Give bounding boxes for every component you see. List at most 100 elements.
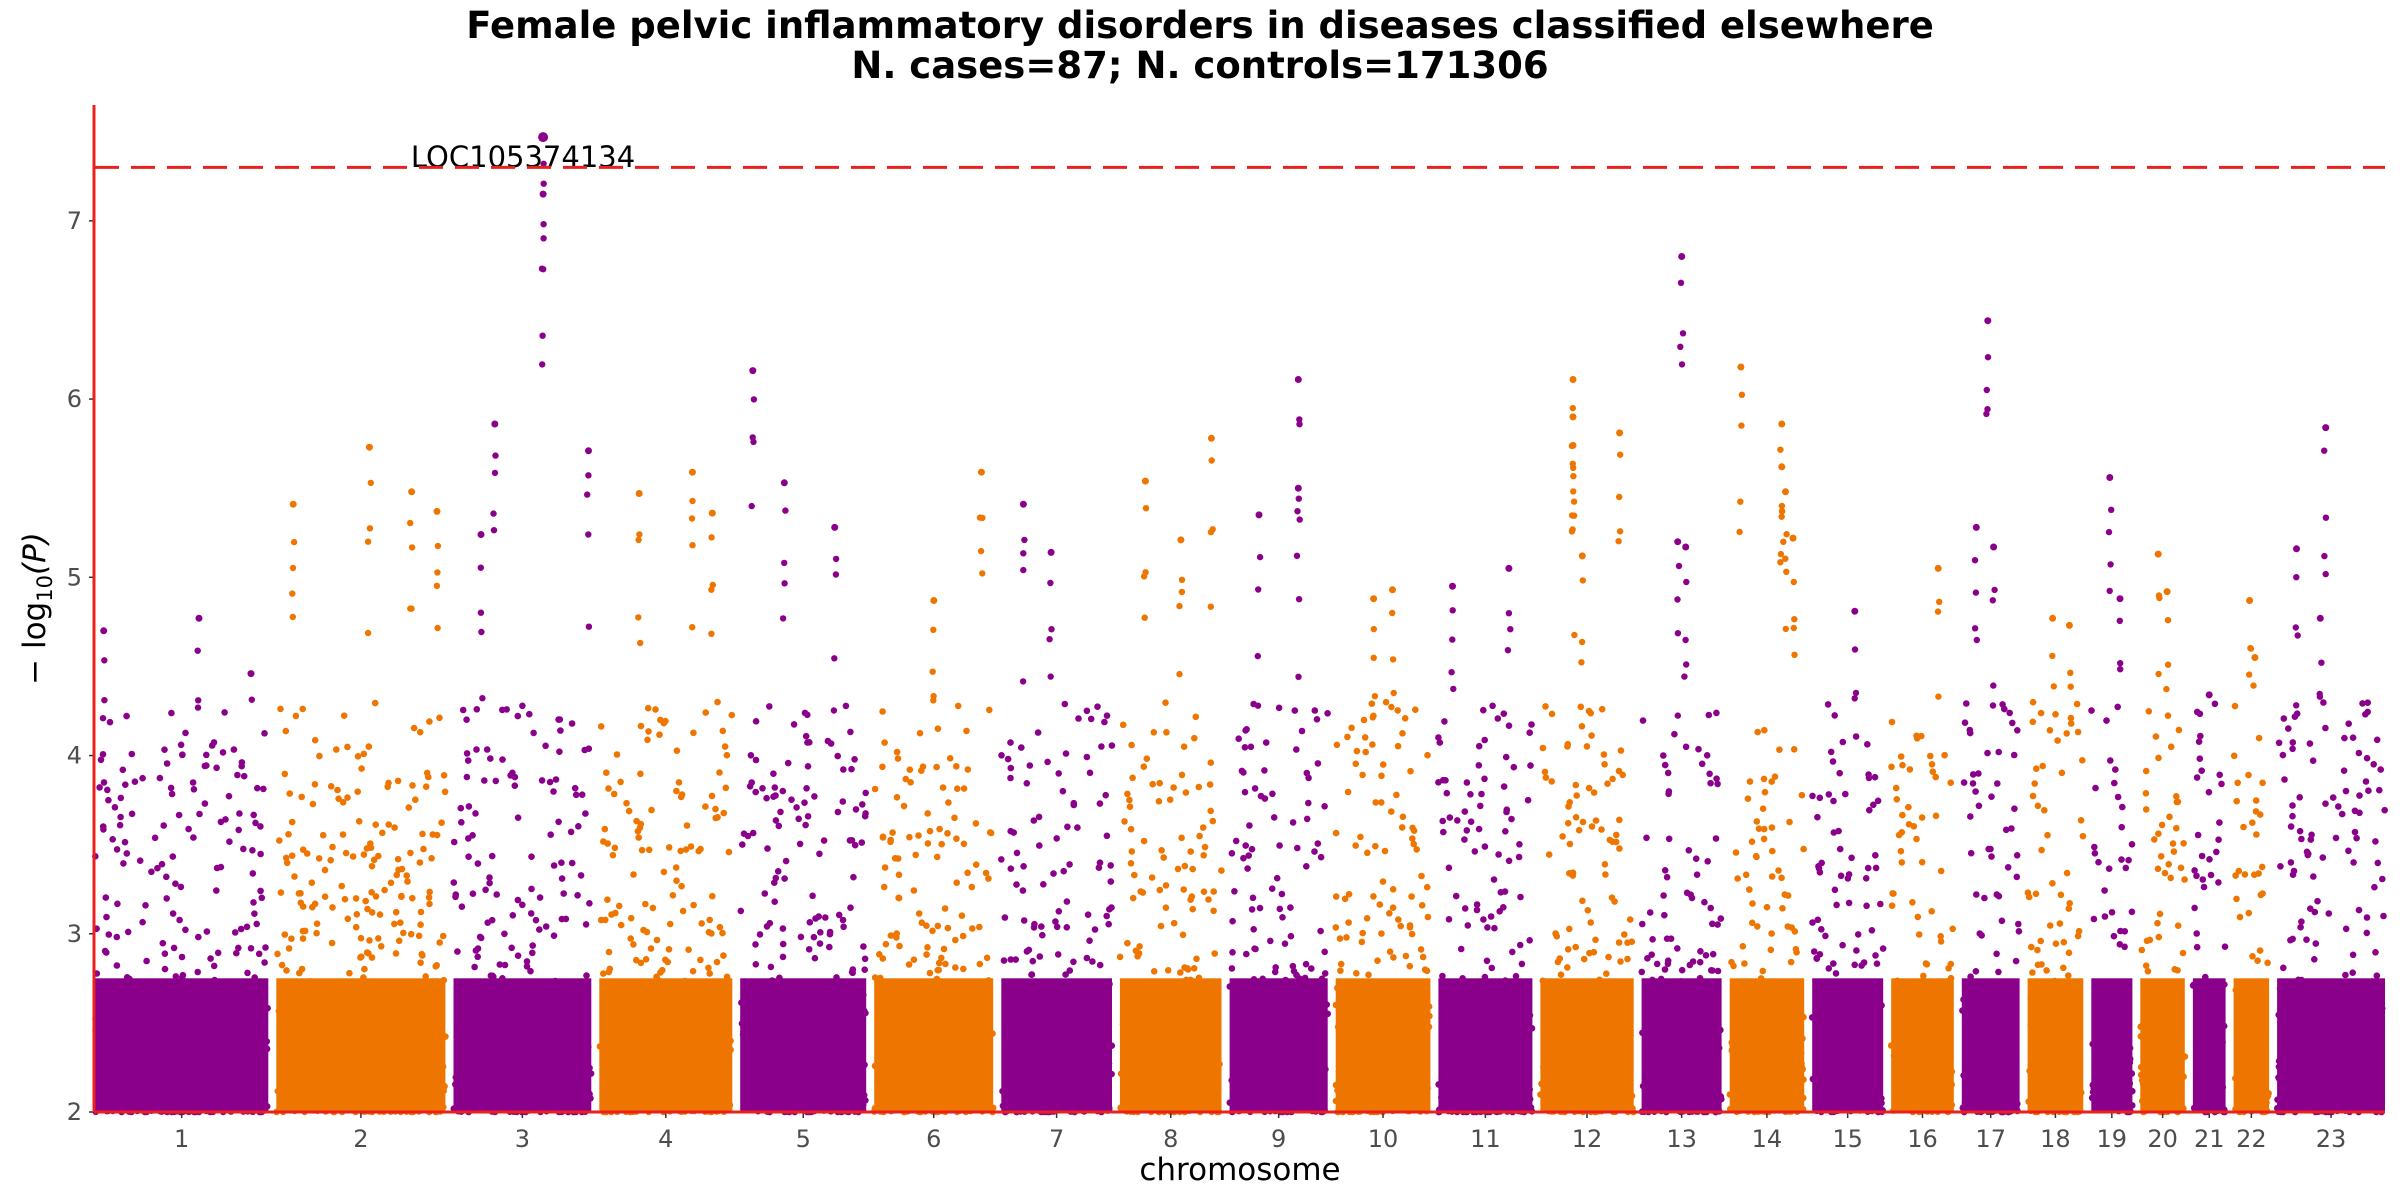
chromosome-14-point bbox=[1782, 555, 1789, 562]
chromosome-8-point bbox=[1178, 588, 1186, 596]
chromosome-3-point bbox=[540, 235, 547, 242]
chromosome-11-point bbox=[1449, 636, 1456, 643]
chromosome-19-point bbox=[2116, 617, 2123, 624]
chromosome-9-point bbox=[1296, 516, 1303, 523]
x-tick-label: 2 bbox=[353, 1125, 368, 1153]
chromosome-11-band bbox=[1438, 978, 1533, 1112]
chromosome-7-point bbox=[1047, 579, 1054, 587]
chromosome-14-points bbox=[1726, 363, 1807, 1116]
chromosome-3-point bbox=[490, 510, 497, 517]
chromosome-13-point bbox=[1675, 562, 1683, 570]
chromosome-8-point bbox=[1141, 614, 1148, 621]
chromosome-20-points bbox=[2137, 550, 2189, 1116]
x-axis-label: chromosome bbox=[1139, 1152, 1340, 1188]
chromosome-3-point bbox=[477, 564, 484, 571]
chromosome-14-point bbox=[1780, 538, 1787, 545]
x-tick-label: 3 bbox=[515, 1125, 530, 1153]
chromosome-2-top-point bbox=[365, 443, 373, 451]
chromosome-5-point bbox=[831, 655, 838, 662]
chromosome-9-top-point bbox=[1255, 511, 1263, 519]
chromosome-1-point bbox=[99, 715, 107, 722]
x-tick-label: 22 bbox=[2236, 1125, 2267, 1153]
chromosome-14-point bbox=[1783, 531, 1790, 538]
chromosome-18-point bbox=[2049, 652, 2056, 660]
chromosome-23-point bbox=[2316, 690, 2323, 698]
chromosome-4-point bbox=[689, 542, 696, 549]
chromosome-6-top-point bbox=[977, 468, 985, 476]
chromosome-6-top-point bbox=[930, 597, 938, 604]
chart-subtitle: N. cases=87; N. controls=171306 bbox=[851, 44, 1549, 87]
chromosome-13-top-point bbox=[1674, 538, 1682, 546]
chromosome-10-top-point bbox=[1389, 586, 1396, 594]
chromosome-13-point bbox=[1679, 330, 1687, 337]
y-tick-label: 6 bbox=[67, 385, 82, 413]
chromosome-1-points bbox=[92, 614, 271, 1116]
chromosome-3-point bbox=[491, 469, 499, 477]
chromosome-13-point bbox=[1674, 596, 1681, 603]
chromosome-6-point bbox=[930, 626, 937, 633]
chromosome-10-point bbox=[1389, 656, 1397, 663]
chromosome-10-points bbox=[1332, 586, 1433, 1116]
chromosome-18-point bbox=[2067, 683, 2074, 690]
chromosome-15-point bbox=[1851, 646, 1859, 653]
chromosome-12-point bbox=[1615, 538, 1622, 545]
chromosome-3-point bbox=[540, 221, 547, 228]
chromosome-9-point bbox=[1295, 596, 1303, 603]
chromosome-17-point bbox=[1989, 702, 1997, 709]
chromosome-20-point bbox=[2156, 594, 2163, 602]
chromosome-7-point bbox=[1048, 626, 1055, 633]
chromosome-10-point bbox=[1369, 714, 1377, 721]
chromosome-12-point bbox=[1571, 631, 1578, 639]
x-tick-label: 12 bbox=[1572, 1125, 1603, 1153]
chromosome-9-top-point bbox=[1294, 484, 1302, 492]
chromosome-20-point bbox=[2164, 661, 2172, 668]
chromosome-14-top-point bbox=[1778, 463, 1786, 471]
chromosome-1-top-point bbox=[100, 627, 108, 635]
chromosome-23-top-point bbox=[2293, 545, 2300, 553]
chromosome-17-top-point bbox=[1972, 523, 1980, 531]
chromosome-23-point bbox=[2293, 574, 2300, 581]
chromosome-14-point bbox=[1738, 422, 1745, 429]
chromosome-20-point bbox=[2163, 685, 2170, 693]
chromosome-4-point bbox=[689, 624, 696, 631]
chromosome-8-point bbox=[1176, 670, 1183, 678]
chromosome-8-point bbox=[1176, 602, 1183, 610]
chromosome-10-point bbox=[1370, 654, 1377, 661]
chromosome-12-points bbox=[1537, 376, 1637, 1116]
chromosome-5-top-point bbox=[749, 367, 757, 375]
chromosome-6-point bbox=[979, 570, 986, 577]
chromosome-21-points bbox=[2189, 691, 2229, 1116]
chromosome-15-top-point bbox=[1851, 607, 1859, 615]
chromosome-9-point bbox=[1255, 586, 1262, 593]
chromosome-15-point bbox=[1851, 695, 1858, 702]
chromosome-14-point bbox=[1737, 498, 1744, 505]
chromosome-6-point bbox=[977, 547, 985, 555]
chromosome-23-points bbox=[2274, 424, 2388, 1116]
x-tick-label: 23 bbox=[2316, 1125, 2347, 1153]
chromosome-11-top-point bbox=[1505, 564, 1513, 572]
chromosome-12-top-point bbox=[1569, 413, 1577, 421]
chromosome-3-top-point bbox=[539, 190, 547, 198]
chromosome-20-point bbox=[2155, 670, 2162, 678]
chromosome-17-point bbox=[1971, 625, 1979, 632]
chromosome-12-point bbox=[1569, 404, 1577, 412]
chromosome-19-top-point bbox=[2116, 595, 2124, 603]
chromosome-3-point bbox=[539, 332, 546, 339]
annotations: LOC105374134 bbox=[411, 140, 635, 174]
annotation-label: LOC105374134 bbox=[411, 140, 635, 174]
x-tick-label: 13 bbox=[1666, 1125, 1697, 1153]
chromosome-13-point bbox=[1674, 630, 1682, 637]
chromosome-5-point bbox=[832, 555, 840, 563]
chromosome-3-top-point bbox=[538, 132, 549, 143]
chromosome-3-top-point bbox=[477, 531, 485, 538]
chromosome-18-band bbox=[2027, 978, 2084, 1112]
chromosome-8-point bbox=[1178, 576, 1186, 583]
chromosome-6-point bbox=[976, 514, 984, 521]
chromosome-14-point bbox=[1783, 568, 1790, 575]
axes: 1 2 3 4 5 6 7 8 9 10 11 12 13 14 15 16 17 18 19 20 21 22 23234… bbox=[17, 105, 2385, 1188]
chromosome-7-point bbox=[1047, 673, 1054, 680]
chromosome-2-point bbox=[289, 564, 297, 572]
chromosome-17-point bbox=[1971, 557, 1979, 564]
chromosome-22-point bbox=[2250, 682, 2257, 689]
chromosome-9-point bbox=[1296, 416, 1303, 423]
